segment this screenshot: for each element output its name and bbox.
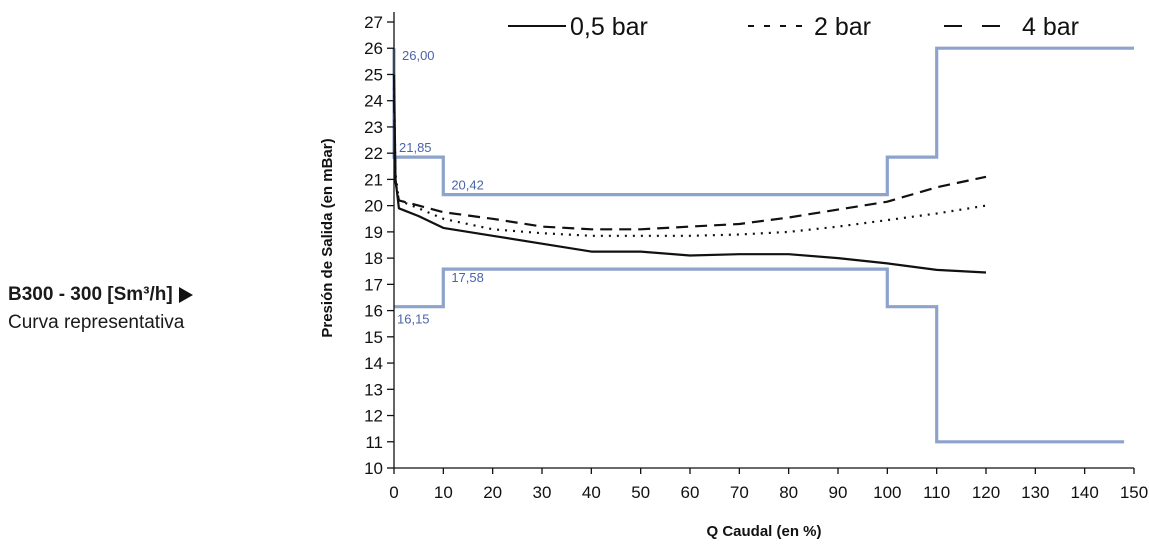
y-tick-label-1: 11 [365,433,383,452]
axes [393,12,1134,469]
y-tick-label-0: 10 [364,459,383,478]
x-tick-label-5: 50 [631,483,650,502]
y-tick-label-2: 12 [364,407,383,426]
y-tick-label-4: 14 [364,354,383,373]
limit-annotation-3: 17,58 [451,270,484,285]
legend-label-2: 4 bar [1022,13,1079,41]
caption-subtitle: Curva representativa [8,312,185,333]
y-tick-label-9: 19 [364,223,383,242]
x-tick-label-8: 80 [779,483,798,502]
upper-limit-line [392,46,1134,197]
chart-caption: B300 - 300 [Sm³/h] Curva representativa [8,284,278,334]
x-tick-label-2: 20 [483,483,502,502]
x-tick-label-3: 30 [533,483,552,502]
limit-annotation-4: 16,15 [397,312,430,327]
x-tick-label-1: 10 [434,483,453,502]
series-line-1 [392,87,987,237]
x-tick-label-14: 140 [1070,483,1098,502]
x-tick-label-4: 40 [582,483,601,502]
limit-lines [392,46,1134,444]
model-label-row: B300 - 300 [Sm³/h] [8,284,278,306]
series-line-2 [392,100,987,231]
x-tick-label-13: 130 [1021,483,1049,502]
series-curves [392,74,987,274]
y-tick-label-8: 18 [364,249,383,268]
legend-label-1: 2 bar [814,13,871,41]
limit-annotation-0: 26,00 [402,48,435,63]
x-tick-label-15: 150 [1120,483,1148,502]
play-triangle-icon [178,287,193,303]
y-tick-label-13: 23 [364,118,383,137]
y-tick-label-3: 13 [364,380,383,399]
y-tick-label-5: 15 [364,328,383,347]
lower-limit-line [394,267,1125,444]
y-tick-label-11: 21 [364,170,383,189]
y-tick-label-14: 24 [364,92,383,111]
y-tick-label-7: 17 [364,275,383,294]
x-axis-title: Q Caudal (en %) [706,523,821,540]
x-tick-label-6: 60 [681,483,700,502]
y-axis-title: Presión de Salida (en mBar) [319,138,336,337]
limit-annotations: 26,00 21,85 20,42 17,58 16,15 [397,48,484,326]
x-tick-label-12: 120 [972,483,1000,502]
y-tick-label-10: 20 [364,197,383,216]
x-tick-label-0: 0 [389,483,398,502]
ticks: 10 11 12 13 14 15 16 17 18 19 20 21 22 23 24 25 26 27 0 10 2… [364,13,1148,502]
x-tick-label-9: 90 [829,483,848,502]
model-label: B300 - 300 [Sm³/h] [8,284,173,305]
y-tick-label-16: 26 [364,39,383,58]
legend-label-0: 0,5 bar [570,13,648,41]
y-tick-label-17: 27 [364,13,383,32]
x-tick-label-11: 110 [923,483,950,502]
legend: 0,5 bar 2 bar 4 bar [508,13,1079,41]
y-tick-label-15: 25 [364,65,383,84]
limit-annotation-1: 21,85 [399,140,432,155]
y-tick-label-6: 16 [364,302,383,321]
x-tick-label-10: 100 [873,483,901,502]
series-line-0 [392,74,987,274]
x-tick-label-7: 70 [730,483,749,502]
limit-annotation-2: 20,42 [451,178,484,193]
y-tick-label-12: 22 [364,144,383,163]
